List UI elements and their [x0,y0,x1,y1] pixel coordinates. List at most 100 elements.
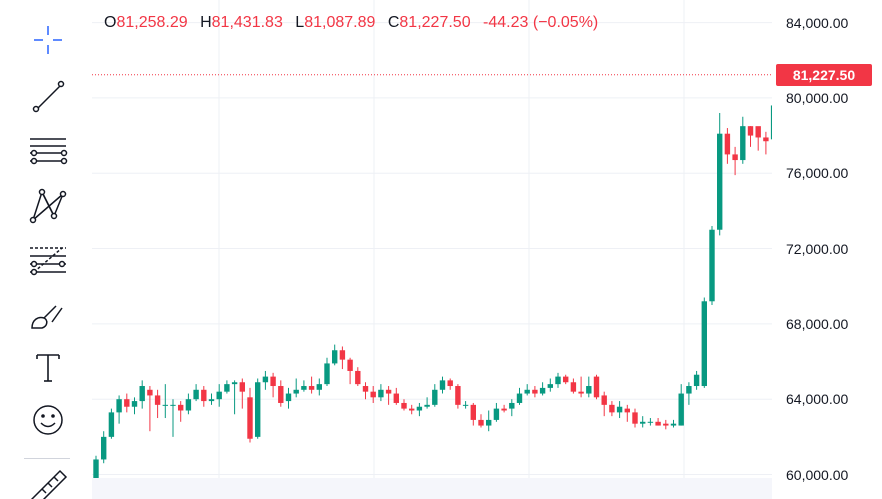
candle [563,374,569,385]
trend-line-tool[interactable] [26,74,70,118]
candle [231,380,238,415]
candle [770,105,772,140]
candle [147,386,153,432]
candle [347,357,353,385]
candle-body [301,386,307,390]
candle [624,404,630,422]
candle-body [755,126,761,138]
candle-body [486,419,492,426]
candle [747,126,754,147]
candle-body [355,370,361,385]
ruler-icon [30,469,68,499]
candle [478,414,484,428]
fib-retracement-tool[interactable] [26,238,70,282]
candle-body [609,404,615,413]
candle [193,384,199,402]
candle [239,378,245,409]
candle [632,408,638,428]
candle [724,128,731,164]
candle-body [532,389,538,394]
candle [693,370,700,390]
candle [578,376,584,398]
price-scale[interactable]: 60,000.00 64,000.00 68,000.00 72,000.00 76,0… [772,0,882,499]
candle [670,419,677,428]
horizontal-lines-tool[interactable] [26,129,70,173]
candle-body [717,133,723,230]
candle [447,378,453,390]
candle-body [462,404,469,406]
candle-body [501,408,507,411]
candle-body [316,384,322,390]
open-value: 81,258.29 [116,14,188,31]
candle [701,297,707,388]
candle [616,401,623,419]
candle [593,374,600,400]
close-label: C [387,14,400,31]
candle-body [147,389,153,396]
ruler-tool[interactable] [26,466,70,499]
candle [308,376,315,394]
candle-body [747,126,754,136]
candlestick-chart[interactable] [92,0,772,499]
candle-body [255,382,261,437]
chart-area[interactable] [92,0,772,499]
candle-body [678,393,684,426]
candle [401,399,407,411]
candle [293,378,299,398]
candle-body [616,406,623,413]
change-percent: (−0.05%) [532,14,599,31]
candle [655,418,661,426]
text-tool[interactable] [26,346,70,390]
candle [686,382,692,405]
candle [501,404,507,413]
candle-body [686,386,692,394]
candle-body [655,421,661,426]
candle [285,387,292,409]
candle-body [732,154,738,161]
candle [170,399,176,437]
candle [301,380,307,392]
candle-body [424,404,430,407]
candle [486,410,492,432]
candle [470,402,476,426]
crosshair-tool[interactable] [26,18,70,62]
ohlc-legend: O81,258.29 H81,431.83 L81,087.89 C81,227… [104,14,598,32]
candle-body [701,301,707,387]
candle-body [208,399,215,402]
pattern-icon [29,188,67,224]
candle [424,397,430,409]
candle [539,382,546,396]
candle-body [216,391,222,400]
candle-body [293,389,299,394]
candle [255,378,261,439]
last-price-label: 81,227.50 [776,63,872,86]
candle-body [170,404,176,406]
pattern-tool[interactable] [26,184,70,228]
candle-body [270,376,276,387]
candle-body [640,421,646,424]
candle-body [578,391,584,394]
drawing-toolbar [0,0,92,499]
candle-body [470,404,476,420]
candle-body [740,126,746,161]
candle [370,386,376,403]
candle [362,382,369,400]
candle-body [224,384,230,392]
price-tick-label: 84,000.00 [786,14,849,31]
candle [178,401,184,422]
candle [455,384,461,409]
time-scale-strip[interactable] [92,478,772,499]
fib-retracement-icon [30,247,66,276]
emoji-tool[interactable] [26,398,70,442]
candle-body [763,137,769,142]
candle-body [370,391,376,398]
candle [663,419,669,430]
close-value: 81,227.50 [399,14,471,31]
candle-body [624,408,630,413]
price-tick-label: 68,000.00 [786,315,849,332]
candle-body [570,382,577,392]
brush-icon [31,305,63,329]
candle-body [563,376,569,383]
candle [355,367,361,387]
brush-tool[interactable] [26,294,70,338]
